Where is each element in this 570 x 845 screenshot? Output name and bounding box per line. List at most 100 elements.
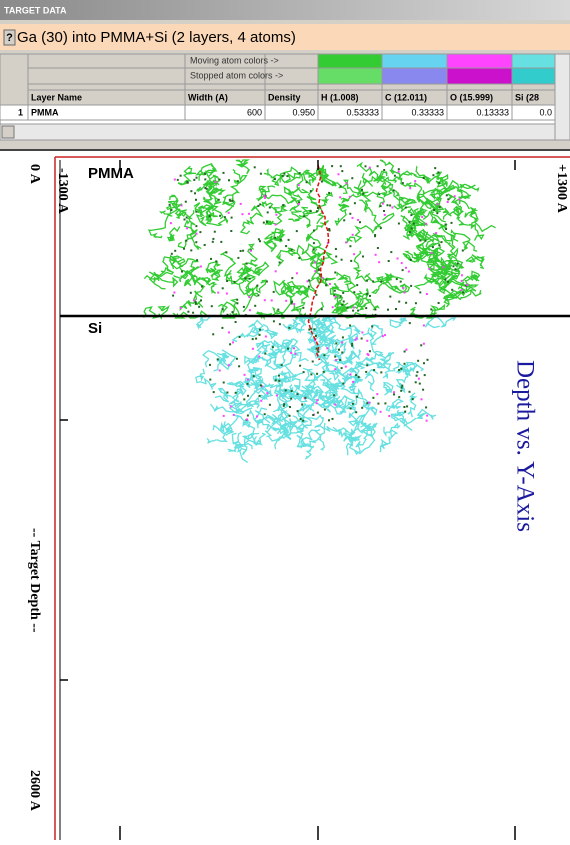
grid-cell [446, 53, 513, 69]
trajectory [210, 187, 227, 207]
v-scrollbar[interactable] [554, 53, 570, 141]
atom [228, 331, 230, 334]
atom [346, 306, 349, 309]
trajectory [214, 387, 232, 403]
atom [237, 256, 240, 259]
trajectory [324, 361, 360, 377]
trajectory [333, 394, 356, 410]
trajectory [335, 322, 362, 335]
atom [345, 182, 348, 185]
trajectory [256, 185, 276, 200]
trajectory [379, 435, 394, 453]
atom [328, 283, 331, 285]
atom [356, 395, 358, 398]
scroll-left[interactable] [1, 125, 15, 139]
trajectory [289, 414, 322, 431]
atom [314, 270, 317, 273]
atom [236, 180, 239, 183]
trajectory [390, 411, 413, 431]
column-header: Si (28 [515, 92, 539, 102]
atom [257, 294, 260, 297]
atom [316, 372, 319, 375]
atom [381, 202, 384, 205]
atom [353, 253, 356, 256]
trajectory [369, 272, 404, 284]
atom [221, 308, 224, 311]
atom [308, 328, 311, 331]
atom [309, 210, 312, 213]
atom [278, 261, 281, 264]
atom [242, 249, 245, 252]
atom [398, 300, 401, 303]
atom [254, 304, 257, 307]
atom [351, 402, 354, 405]
trajectory [348, 376, 363, 395]
trajectory [425, 303, 446, 319]
atom [246, 414, 249, 417]
table-cell: 1 [18, 107, 23, 117]
atom [361, 406, 364, 409]
trajectory [231, 326, 265, 343]
grid-cell [264, 83, 319, 91]
help-button[interactable] [3, 29, 16, 46]
atom [432, 174, 435, 177]
atom [460, 279, 463, 282]
atom [423, 374, 426, 377]
atom [244, 277, 247, 280]
atom [452, 265, 455, 268]
atom [334, 368, 337, 371]
atom [340, 258, 343, 261]
atom [291, 277, 294, 280]
atom [351, 177, 354, 180]
column-header: Width (A) [188, 92, 228, 102]
atom [331, 417, 334, 420]
atom [297, 203, 300, 205]
atom [400, 367, 403, 370]
grid-cell [446, 67, 513, 85]
atom [406, 405, 409, 408]
atom [398, 369, 401, 371]
atom [400, 262, 403, 265]
atom [402, 286, 405, 289]
atom [318, 273, 321, 276]
atom [299, 364, 302, 367]
atom [328, 229, 331, 232]
atom [352, 380, 355, 383]
table-cell: 600 [247, 107, 262, 117]
atom [215, 260, 218, 263]
grid-cell [184, 83, 266, 91]
atom [303, 215, 306, 218]
table-cell: 0.53333 [346, 107, 379, 117]
atom [263, 299, 266, 302]
trajectory [296, 244, 319, 262]
atom [266, 220, 268, 223]
atom [179, 174, 182, 177]
atom [322, 370, 325, 373]
atom [342, 291, 345, 294]
atom [352, 306, 355, 309]
grid-cell [0, 104, 29, 121]
trajectory [367, 324, 384, 345]
trajectory [283, 356, 301, 392]
atom [442, 266, 445, 269]
grid-cell [317, 53, 383, 69]
atom [266, 211, 269, 214]
atom [400, 389, 403, 392]
atom [323, 408, 326, 411]
atom [374, 234, 377, 236]
trajectory [390, 283, 411, 294]
trajectory [407, 207, 431, 221]
atom [415, 374, 418, 377]
atom [251, 347, 254, 350]
atom [228, 179, 230, 182]
atom [192, 311, 195, 314]
atom [217, 198, 220, 201]
atom [339, 295, 342, 298]
atom [365, 307, 368, 310]
h-scrollbar[interactable] [0, 123, 556, 141]
atom [387, 308, 389, 311]
atom [380, 280, 383, 283]
atom [168, 203, 171, 206]
atom [273, 178, 276, 181]
trajectory [379, 159, 405, 180]
